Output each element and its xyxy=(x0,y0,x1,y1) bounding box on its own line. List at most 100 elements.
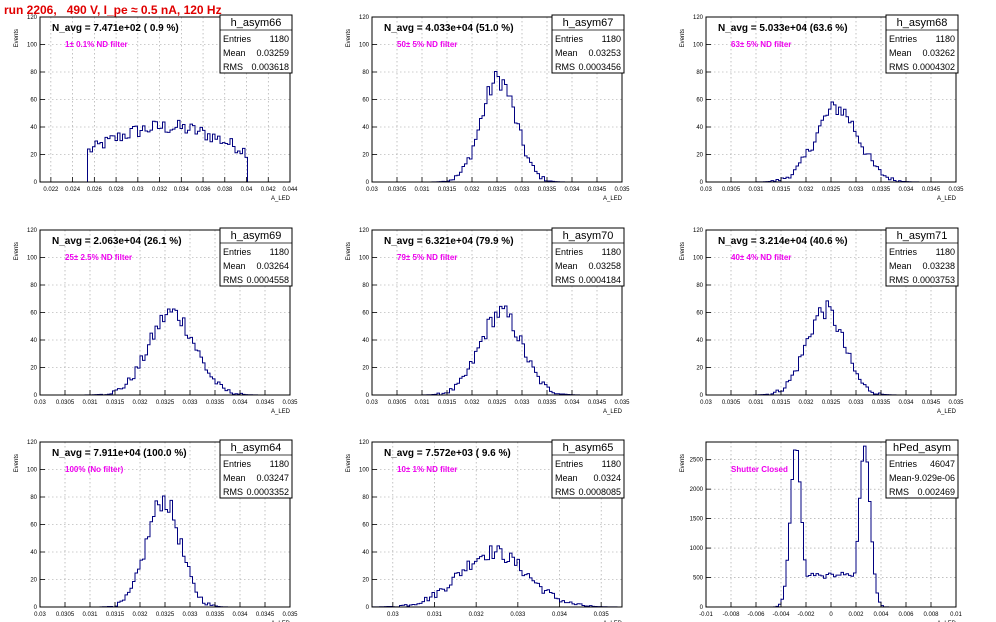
x-tick-label: 0.044 xyxy=(282,187,298,193)
stats-entries-value: 1180 xyxy=(936,247,955,257)
x-axis-label: A_LED xyxy=(271,409,291,415)
stats-rms-value: 0.003618 xyxy=(251,62,289,72)
x-tick-label: 0.002 xyxy=(848,612,864,618)
x-tick-label: 0.033 xyxy=(514,400,530,406)
x-tick-label: 0.033 xyxy=(182,612,198,618)
x-tick-label: 0.035 xyxy=(948,187,964,193)
stats-mean-value: 0.03247 xyxy=(256,473,289,483)
x-tick-label: 0.032 xyxy=(152,187,168,193)
stats-mean-label: Mean xyxy=(555,261,578,271)
y-tick-label: 120 xyxy=(27,15,38,21)
x-tick-label: 0.031 xyxy=(414,187,430,193)
stats-entries-value: 1180 xyxy=(602,34,621,44)
stats-rms-label: RMS xyxy=(223,275,243,285)
y-tick-label: 40 xyxy=(362,125,369,131)
x-tick-label: 0.032 xyxy=(798,400,814,406)
filter-annotation: 1± 0.1% ND filter xyxy=(65,40,128,49)
filter-annotation: 10± 1% ND filter xyxy=(397,465,457,474)
navg-label: N_avg = 7.471e+02 ( 0.9 %) xyxy=(52,23,179,34)
y-tick-label: 80 xyxy=(362,283,369,289)
x-tick-label: 0.035 xyxy=(594,612,610,618)
y-axis-label: Events xyxy=(680,242,686,260)
x-tick-label: 0.031 xyxy=(82,612,98,618)
y-tick-label: 60 xyxy=(30,98,37,104)
stats-entries-value: 1180 xyxy=(936,34,955,44)
y-axis-label: Events xyxy=(680,29,686,47)
stats-mean-value: 0.03238 xyxy=(922,261,955,271)
x-tick-label: 0.033 xyxy=(182,400,198,406)
y-tick-label: 20 xyxy=(30,153,37,159)
navg-label: N_avg = 7.911e+04 (100.0 %) xyxy=(52,448,187,459)
y-tick-label: 120 xyxy=(359,228,370,234)
x-tick-label: 0.024 xyxy=(65,187,81,193)
stats-rms-label: RMS xyxy=(223,62,243,72)
y-tick-label: 0 xyxy=(366,605,370,611)
x-tick-label: 0.032 xyxy=(798,187,814,193)
stats-mean-value: -9.029e-06 xyxy=(911,473,955,483)
y-tick-label: 0 xyxy=(366,180,370,186)
stats-rms-label: RMS xyxy=(555,62,575,72)
histogram-series xyxy=(371,545,623,608)
x-tick-label: 0.0345 xyxy=(922,187,941,193)
y-tick-label: 100 xyxy=(359,468,370,474)
x-tick-label: 0.0325 xyxy=(156,400,175,406)
histogram-name: h_asym70 xyxy=(563,230,614,242)
x-tick-label: 0.034 xyxy=(174,187,190,193)
navg-label: N_avg = 6.321e+04 (79.9 %) xyxy=(384,236,514,247)
x-tick-label: 0.0335 xyxy=(538,400,557,406)
x-tick-label: 0.0325 xyxy=(822,400,841,406)
y-tick-label: 60 xyxy=(30,523,37,529)
panel-h_asym71: 0.03 0.0305 0.031 0.0315 0.032 0.0325 0.033 0.0… xyxy=(680,227,964,415)
stats-box: h_asym65 Entries 1180 Mean 0.0324 RMS 0.000808… xyxy=(551,439,625,499)
x-axis-label: A_LED xyxy=(603,409,623,415)
stats-rms-label: RMS xyxy=(889,487,909,497)
stats-box: h_asym68 Entries 1180 Mean 0.03262 RMS 0.00043… xyxy=(885,14,959,74)
x-tick-label: 0.03 xyxy=(366,400,378,406)
x-tick-label: 0.031 xyxy=(748,187,764,193)
y-tick-label: 20 xyxy=(30,578,37,584)
stats-mean-value: 0.03259 xyxy=(256,48,289,58)
filter-annotation: 50± 5% ND filter xyxy=(397,40,457,49)
x-tick-label: 0.038 xyxy=(217,187,233,193)
stats-entries-value: 1180 xyxy=(270,247,289,257)
x-tick-label: 0.0345 xyxy=(256,612,275,618)
x-tick-label: 0.03 xyxy=(34,612,46,618)
y-tick-label: 100 xyxy=(693,43,704,49)
stats-mean-label: Mean xyxy=(555,48,578,58)
y-tick-label: 120 xyxy=(693,228,704,234)
y-tick-label: 40 xyxy=(30,550,37,556)
x-tick-label: 0.0315 xyxy=(438,187,457,193)
x-tick-label: 0.0305 xyxy=(722,187,741,193)
y-tick-label: 80 xyxy=(30,70,37,76)
filter-annotation: 25± 2.5% ND filter xyxy=(65,253,132,262)
y-tick-label: 0 xyxy=(366,393,370,399)
x-axis-label: A_LED xyxy=(603,196,623,202)
y-axis-label: Events xyxy=(346,29,352,47)
x-tick-label: 0.032 xyxy=(469,612,485,618)
y-tick-label: 100 xyxy=(27,43,38,49)
stats-box: h_asym64 Entries 1180 Mean 0.03247 RMS 0.00033… xyxy=(219,439,293,499)
stats-rms-value: 0.0003456 xyxy=(578,62,621,72)
stats-entries-label: Entries xyxy=(889,459,918,469)
y-tick-label: 1500 xyxy=(690,517,704,523)
navg-label: N_avg = 7.572e+03 ( 9.6 %) xyxy=(384,448,511,459)
y-tick-label: 120 xyxy=(27,228,38,234)
x-tick-label: 0.034 xyxy=(552,612,568,618)
x-tick-label: 0.035 xyxy=(614,400,630,406)
run-title: run 2206, 490 V, I_pe ≈ 0.5 nA, 120 Hz xyxy=(4,3,222,17)
x-tick-label: 0.03 xyxy=(366,187,378,193)
filter-annotation: 63± 5% ND filter xyxy=(731,40,791,49)
filter-annotation: 79± 5% ND filter xyxy=(397,253,457,262)
x-tick-label: 0.034 xyxy=(898,187,914,193)
stats-entries-value: 46047 xyxy=(930,459,955,469)
x-tick-label: -0.01 xyxy=(699,612,713,618)
stats-rms-value: 0.0004558 xyxy=(246,275,289,285)
x-tick-label: 0.036 xyxy=(196,187,212,193)
stats-entries-label: Entries xyxy=(555,459,584,469)
stats-mean-label: Mean xyxy=(889,261,912,271)
navg-label: N_avg = 5.033e+04 (63.6 %) xyxy=(718,23,848,34)
x-tick-label: 0.035 xyxy=(282,612,298,618)
stats-rms-value: 0.002469 xyxy=(917,487,955,497)
filter-annotation: 40± 4% ND filter xyxy=(731,253,791,262)
x-tick-label: 0.008 xyxy=(923,612,939,618)
